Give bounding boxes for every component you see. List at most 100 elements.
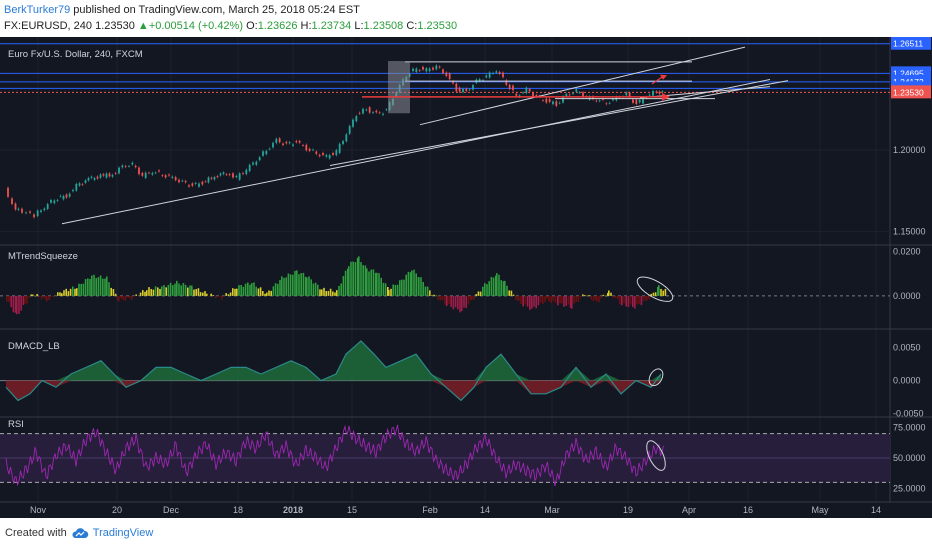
y-tick-label: 0.0200 xyxy=(893,246,921,256)
squeeze-bar xyxy=(191,285,193,296)
candle-body xyxy=(588,96,591,100)
squeeze-bar xyxy=(646,295,648,301)
squeeze-bar xyxy=(54,295,57,297)
squeeze-bar xyxy=(108,282,110,296)
candle-body xyxy=(33,214,35,218)
squeeze-bar xyxy=(619,295,621,305)
squeeze-bar xyxy=(314,282,317,296)
candle-body xyxy=(265,150,268,155)
squeeze-bar xyxy=(63,290,65,296)
candle-body xyxy=(318,154,321,157)
squeeze-bar xyxy=(259,287,262,296)
squeeze-bar xyxy=(420,277,422,296)
candle-body xyxy=(578,92,581,94)
squeeze-bar xyxy=(289,274,292,296)
candle-body xyxy=(518,95,521,97)
squeeze-bar xyxy=(338,285,340,296)
candle-body xyxy=(43,208,46,211)
squeeze-bar xyxy=(279,280,281,296)
candle-body xyxy=(148,172,150,174)
candle-body xyxy=(488,72,491,78)
squeeze-bar xyxy=(199,292,202,296)
squeeze-bar xyxy=(452,295,455,310)
candle-body xyxy=(382,113,384,115)
squeeze-bar xyxy=(46,295,48,302)
macd-line xyxy=(5,340,662,402)
squeeze-bar xyxy=(285,277,287,296)
squeeze-bar xyxy=(268,290,270,296)
candle-body xyxy=(352,119,354,127)
squeeze-bar xyxy=(586,295,588,297)
squeeze-bar xyxy=(334,292,336,296)
squeeze-bar xyxy=(135,294,137,296)
candle-body xyxy=(368,107,371,113)
squeeze-bar xyxy=(411,270,413,296)
candle-body xyxy=(552,101,554,105)
x-tick-label: 15 xyxy=(347,505,357,515)
squeeze-bar xyxy=(627,295,630,307)
price-label-text: 1.23530 xyxy=(893,87,924,97)
candle-body xyxy=(90,176,93,178)
squeeze-bar xyxy=(262,291,264,296)
squeeze-bar xyxy=(664,288,667,296)
candle-body xyxy=(210,177,213,179)
squeeze-bar xyxy=(557,295,559,306)
squeeze-bar xyxy=(165,287,167,296)
chart-canvas[interactable]: Nov 20 Dec 18 2018 15 Feb 14 Mar 19 Apr 16 May 14 1.15… xyxy=(0,37,932,518)
triangle-up-icon: ▲ xyxy=(137,20,149,32)
squeeze-bar xyxy=(189,285,191,296)
squeeze-bar xyxy=(87,278,89,296)
squeeze-bar xyxy=(114,293,117,296)
candle-body xyxy=(462,88,464,93)
candle-body xyxy=(412,68,414,72)
squeeze-bar xyxy=(310,279,312,296)
candle-body xyxy=(482,80,484,81)
squeeze-bar xyxy=(537,295,540,306)
squeeze-bar xyxy=(535,295,537,309)
squeeze-bar xyxy=(169,282,172,296)
price-label-text: 1.26511 xyxy=(893,39,923,49)
squeeze-bar xyxy=(457,295,459,310)
candle-body xyxy=(178,179,180,183)
candle-body xyxy=(118,167,120,174)
candle-body xyxy=(445,72,448,77)
squeeze-bar xyxy=(122,295,124,300)
squeeze-bar xyxy=(106,276,108,296)
squeeze-bar xyxy=(573,295,575,304)
squeeze-bar xyxy=(57,292,59,296)
squeeze-bar xyxy=(253,282,255,296)
candle-body xyxy=(658,91,661,94)
highlight-box xyxy=(388,61,410,114)
candle-body xyxy=(121,165,124,168)
squeeze-bar xyxy=(482,286,484,296)
candle-body xyxy=(572,93,574,94)
candle-body xyxy=(134,165,137,168)
squeeze-bar xyxy=(356,257,359,296)
candle-body xyxy=(62,195,65,200)
candle-body xyxy=(17,208,20,210)
squeeze-bar xyxy=(475,294,477,296)
author-link[interactable]: BerkTurker79 xyxy=(4,4,71,16)
candle-body xyxy=(525,87,528,94)
candle-body xyxy=(262,151,264,156)
squeeze-bar xyxy=(142,290,144,296)
candle-body xyxy=(81,184,84,186)
squeeze-bar xyxy=(152,289,155,296)
squeeze-bar xyxy=(640,295,643,306)
squeeze-bar xyxy=(645,295,647,300)
squeeze-bar xyxy=(287,273,290,296)
chart-area[interactable]: Nov 20 Dec 18 2018 15 Feb 14 Mar 19 Apr 16 May 14 1.15… xyxy=(0,37,932,518)
candle-body xyxy=(425,68,428,72)
squeeze-bar xyxy=(508,290,510,296)
candle-body xyxy=(111,174,114,177)
trend-line-mid xyxy=(329,80,789,166)
tradingview-brand-link[interactable]: TradingView xyxy=(92,527,154,539)
candle-body xyxy=(628,92,631,97)
candle-body xyxy=(56,199,59,201)
candle-body xyxy=(528,89,531,92)
squeeze-bar xyxy=(344,270,347,296)
candle-body xyxy=(605,103,608,105)
squeeze-bar xyxy=(104,278,106,296)
squeeze-bar xyxy=(91,275,93,296)
squeeze-bar xyxy=(604,295,607,297)
